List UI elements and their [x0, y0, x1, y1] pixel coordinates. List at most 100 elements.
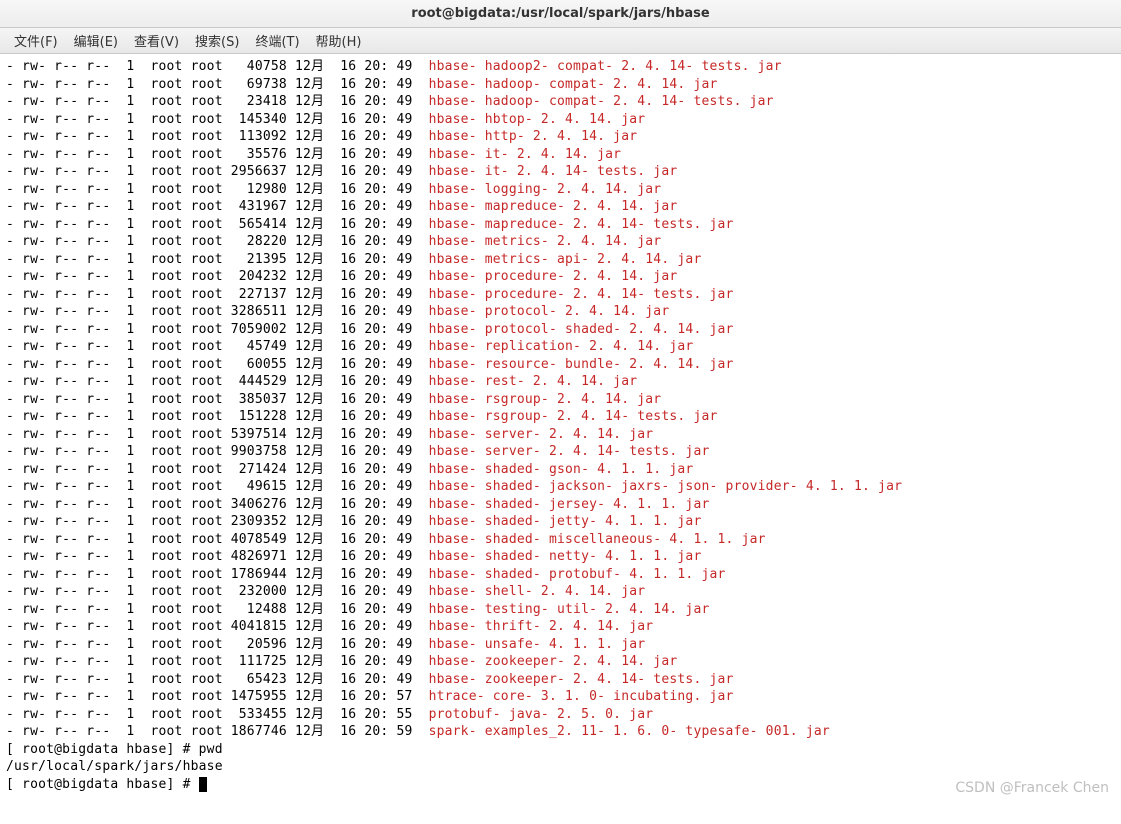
terminal-output[interactable]: - rw- r-- r-- 1 root root 40758 12月 16 2… [0, 54, 1121, 797]
ls-row: - rw- r-- r-- 1 root root 2309352 12月 16… [6, 513, 1115, 531]
ls-meta: - rw- r-- r-- 1 root root 385037 12月 16 … [6, 392, 429, 407]
menu-help[interactable]: 帮助(H) [308, 28, 370, 53]
ls-meta: - rw- r-- r-- 1 root root 9903758 12月 16… [6, 444, 429, 459]
ls-meta: - rw- r-- r-- 1 root root 20596 12月 16 2… [6, 637, 429, 652]
ls-meta: - rw- r-- r-- 1 root root 1475955 12月 16… [6, 689, 429, 704]
ls-meta: - rw- r-- r-- 1 root root 111725 12月 16 … [6, 654, 429, 669]
ls-filename: spark- examples_2. 11- 1. 6. 0- typesafe… [429, 724, 830, 739]
ls-meta: - rw- r-- r-- 1 root root 227137 12月 16 … [6, 287, 429, 302]
ls-meta: - rw- r-- r-- 1 root root 4078549 12月 16… [6, 532, 429, 547]
ls-row: - rw- r-- r-- 1 root root 12980 12月 16 2… [6, 181, 1115, 199]
ls-row: - rw- r-- r-- 1 root root 1475955 12月 16… [6, 688, 1115, 706]
ls-meta: - rw- r-- r-- 1 root root 12488 12月 16 2… [6, 602, 429, 617]
ls-filename: hbase- rsgroup- 2. 4. 14- tests. jar [429, 409, 718, 424]
ls-meta: - rw- r-- r-- 1 root root 69738 12月 16 2… [6, 77, 429, 92]
ls-filename: hbase- shaded- jetty- 4. 1. 1. jar [429, 514, 702, 529]
ls-filename: protobuf- java- 2. 5. 0. jar [429, 707, 654, 722]
ls-filename: hbase- resource- bundle- 2. 4. 14. jar [429, 357, 734, 372]
ls-meta: - rw- r-- r-- 1 root root 65423 12月 16 2… [6, 672, 429, 687]
ls-row: - rw- r-- r-- 1 root root 5397514 12月 16… [6, 426, 1115, 444]
ls-meta: - rw- r-- r-- 1 root root 7059002 12月 16… [6, 322, 429, 337]
cursor [199, 777, 207, 792]
ls-row: - rw- r-- r-- 1 root root 204232 12月 16 … [6, 268, 1115, 286]
ls-filename: hbase- logging- 2. 4. 14. jar [429, 182, 662, 197]
ls-row: - rw- r-- r-- 1 root root 431967 12月 16 … [6, 198, 1115, 216]
prompt-prefix: [ root@bigdata hbase] # [6, 777, 199, 792]
ls-filename: hbase- testing- util- 2. 4. 14. jar [429, 602, 710, 617]
ls-filename: hbase- hbtop- 2. 4. 14. jar [429, 112, 646, 127]
ls-filename: hbase- it- 2. 4. 14- tests. jar [429, 164, 678, 179]
menu-file[interactable]: 文件(F) [6, 28, 66, 53]
ls-filename: hbase- metrics- api- 2. 4. 14. jar [429, 252, 702, 267]
ls-filename: hbase- thrift- 2. 4. 14. jar [429, 619, 654, 634]
ls-row: - rw- r-- r-- 1 root root 533455 12月 16 … [6, 706, 1115, 724]
ls-meta: - rw- r-- r-- 1 root root 431967 12月 16 … [6, 199, 429, 214]
ls-row: - rw- r-- r-- 1 root root 4041815 12月 16… [6, 618, 1115, 636]
prompt-command: pwd [199, 742, 223, 757]
ls-row: - rw- r-- r-- 1 root root 4826971 12月 16… [6, 548, 1115, 566]
ls-filename: hbase- hadoop- compat- 2. 4. 14- tests. … [429, 94, 774, 109]
ls-row: - rw- r-- r-- 1 root root 565414 12月 16 … [6, 216, 1115, 234]
ls-row: - rw- r-- r-- 1 root root 227137 12月 16 … [6, 286, 1115, 304]
ls-filename: hbase- shaded- jersey- 4. 1. 1. jar [429, 497, 710, 512]
ls-row: - rw- r-- r-- 1 root root 232000 12月 16 … [6, 583, 1115, 601]
menu-view[interactable]: 查看(V) [126, 28, 187, 53]
ls-row: - rw- r-- r-- 1 root root 9903758 12月 16… [6, 443, 1115, 461]
ls-filename: hbase- shaded- gson- 4. 1. 1. jar [429, 462, 694, 477]
menu-edit[interactable]: 编辑(E) [66, 28, 126, 53]
ls-row: - rw- r-- r-- 1 root root 1867746 12月 16… [6, 723, 1115, 741]
prompt-line: [ root@bigdata hbase] # [6, 776, 1115, 794]
ls-row: - rw- r-- r-- 1 root root 1786944 12月 16… [6, 566, 1115, 584]
ls-filename: hbase- shaded- netty- 4. 1. 1. jar [429, 549, 702, 564]
menu-search[interactable]: 搜索(S) [187, 28, 247, 53]
ls-row: - rw- r-- r-- 1 root root 271424 12月 16 … [6, 461, 1115, 479]
ls-filename: hbase- hadoop- compat- 2. 4. 14. jar [429, 77, 718, 92]
ls-row: - rw- r-- r-- 1 root root 385037 12月 16 … [6, 391, 1115, 409]
ls-filename: hbase- unsafe- 4. 1. 1. jar [429, 637, 646, 652]
ls-row: - rw- r-- r-- 1 root root 21395 12月 16 2… [6, 251, 1115, 269]
ls-row: - rw- r-- r-- 1 root root 145340 12月 16 … [6, 111, 1115, 129]
ls-filename: hbase- procedure- 2. 4. 14- tests. jar [429, 287, 734, 302]
ls-row: - rw- r-- r-- 1 root root 111725 12月 16 … [6, 653, 1115, 671]
pwd-output: /usr/local/spark/jars/hbase [6, 758, 1115, 776]
ls-meta: - rw- r-- r-- 1 root root 5397514 12月 16… [6, 427, 429, 442]
ls-meta: - rw- r-- r-- 1 root root 23418 12月 16 2… [6, 94, 429, 109]
ls-row: - rw- r-- r-- 1 root root 65423 12月 16 2… [6, 671, 1115, 689]
ls-row: - rw- r-- r-- 1 root root 28220 12月 16 2… [6, 233, 1115, 251]
ls-meta: - rw- r-- r-- 1 root root 49615 12月 16 2… [6, 479, 429, 494]
ls-meta: - rw- r-- r-- 1 root root 3406276 12月 16… [6, 497, 429, 512]
ls-filename: hbase- procedure- 2. 4. 14. jar [429, 269, 678, 284]
ls-filename: hbase- it- 2. 4. 14. jar [429, 147, 622, 162]
ls-meta: - rw- r-- r-- 1 root root 113092 12月 16 … [6, 129, 429, 144]
ls-filename: hbase- shell- 2. 4. 14. jar [429, 584, 646, 599]
ls-filename: hbase- server- 2. 4. 14. jar [429, 427, 654, 442]
ls-meta: - rw- r-- r-- 1 root root 151228 12月 16 … [6, 409, 429, 424]
ls-meta: - rw- r-- r-- 1 root root 45749 12月 16 2… [6, 339, 429, 354]
ls-row: - rw- r-- r-- 1 root root 7059002 12月 16… [6, 321, 1115, 339]
ls-meta: - rw- r-- r-- 1 root root 145340 12月 16 … [6, 112, 429, 127]
ls-row: - rw- r-- r-- 1 root root 4078549 12月 16… [6, 531, 1115, 549]
ls-meta: - rw- r-- r-- 1 root root 4041815 12月 16… [6, 619, 429, 634]
ls-row: - rw- r-- r-- 1 root root 23418 12月 16 2… [6, 93, 1115, 111]
ls-meta: - rw- r-- r-- 1 root root 40758 12月 16 2… [6, 59, 429, 74]
ls-meta: - rw- r-- r-- 1 root root 3286511 12月 16… [6, 304, 429, 319]
ls-filename: hbase- protocol- 2. 4. 14. jar [429, 304, 670, 319]
ls-filename: hbase- protocol- shaded- 2. 4. 14. jar [429, 322, 734, 337]
ls-row: - rw- r-- r-- 1 root root 20596 12月 16 2… [6, 636, 1115, 654]
ls-filename: hbase- metrics- 2. 4. 14. jar [429, 234, 662, 249]
menubar: 文件(F) 编辑(E) 查看(V) 搜索(S) 终端(T) 帮助(H) [0, 28, 1121, 54]
ls-row: - rw- r-- r-- 1 root root 35576 12月 16 2… [6, 146, 1115, 164]
ls-row: - rw- r-- r-- 1 root root 12488 12月 16 2… [6, 601, 1115, 619]
ls-meta: - rw- r-- r-- 1 root root 2309352 12月 16… [6, 514, 429, 529]
ls-meta: - rw- r-- r-- 1 root root 533455 12月 16 … [6, 707, 429, 722]
ls-row: - rw- r-- r-- 1 root root 151228 12月 16 … [6, 408, 1115, 426]
ls-filename: htrace- core- 3. 1. 0- incubating. jar [429, 689, 734, 704]
prompt-prefix: [ root@bigdata hbase] # [6, 742, 199, 757]
ls-meta: - rw- r-- r-- 1 root root 12980 12月 16 2… [6, 182, 429, 197]
menu-terminal[interactable]: 终端(T) [247, 28, 307, 53]
ls-filename: hbase- zookeeper- 2. 4. 14- tests. jar [429, 672, 734, 687]
ls-meta: - rw- r-- r-- 1 root root 444529 12月 16 … [6, 374, 429, 389]
ls-meta: - rw- r-- r-- 1 root root 4826971 12月 16… [6, 549, 429, 564]
ls-meta: - rw- r-- r-- 1 root root 28220 12月 16 2… [6, 234, 429, 249]
ls-meta: - rw- r-- r-- 1 root root 21395 12月 16 2… [6, 252, 429, 267]
